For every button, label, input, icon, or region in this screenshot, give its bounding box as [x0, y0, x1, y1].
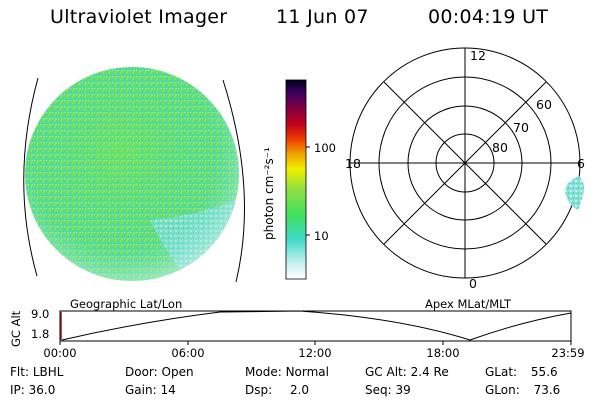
left-meridian-line — [23, 77, 39, 277]
info-flt: Flt: LBHL — [10, 365, 64, 379]
date-label: 11 Jun 07 — [276, 6, 369, 28]
time-label: 00:04:19 UT — [428, 6, 549, 28]
altitude-ylabel: GC Alt — [9, 310, 23, 347]
info-glat: GLat: 55.6 — [485, 365, 558, 379]
right-meridian-line — [222, 79, 245, 283]
info-ip: IP: 36.0 — [10, 383, 56, 397]
info-door: Door: Open — [125, 365, 194, 379]
info-dsp: Dsp: 2.0 — [245, 383, 310, 397]
colorbar-tick-10: 10 — [314, 229, 329, 243]
info-mode: Mode: Normal — [245, 365, 329, 379]
uv-disk-image — [25, 67, 239, 281]
info-gain: Gain: 14 — [125, 383, 176, 397]
altitude-curve — [61, 310, 572, 341]
time-tick-0600: 06:00 — [171, 346, 205, 360]
altitude-ytick-min: 1.8 — [31, 327, 50, 341]
info-glon: GLon: 73.6 — [485, 383, 561, 397]
lat-label-80: 80 — [492, 140, 508, 155]
time-tick-1800: 18:00 — [426, 346, 460, 360]
colorbar — [285, 79, 307, 280]
info-seq: Seq: 39 — [365, 383, 411, 397]
altitude-ytick-max: 9.0 — [31, 307, 50, 321]
apex-label: Apex MLat/MLT — [425, 297, 512, 311]
mlt-label-6: 6 — [577, 156, 585, 171]
mlt-label-18: 18 — [345, 156, 361, 171]
polar-grid — [349, 47, 581, 279]
time-tick-2359: 23:59 — [551, 346, 585, 360]
info-gc-alt: GC Alt: 2.4 Re — [365, 365, 449, 379]
instrument-title: Ultraviolet Imager — [50, 6, 228, 28]
lat-label-70: 70 — [513, 120, 529, 135]
altitude-plot-frame — [59, 310, 572, 342]
time-tick-0000: 00:00 — [43, 346, 77, 360]
colorbar-unit-label: photon cm⁻²s⁻¹ — [262, 147, 276, 240]
mlt-label-12: 12 — [470, 48, 486, 63]
dayside-auroral-patch — [565, 176, 584, 210]
lat-label-60: 60 — [536, 97, 552, 112]
mlt-label-0: 0 — [469, 276, 477, 291]
time-tick-1200: 12:00 — [298, 346, 332, 360]
colorbar-tick-100: 100 — [314, 141, 336, 155]
geographic-label: Geographic Lat/Lon — [70, 297, 183, 311]
